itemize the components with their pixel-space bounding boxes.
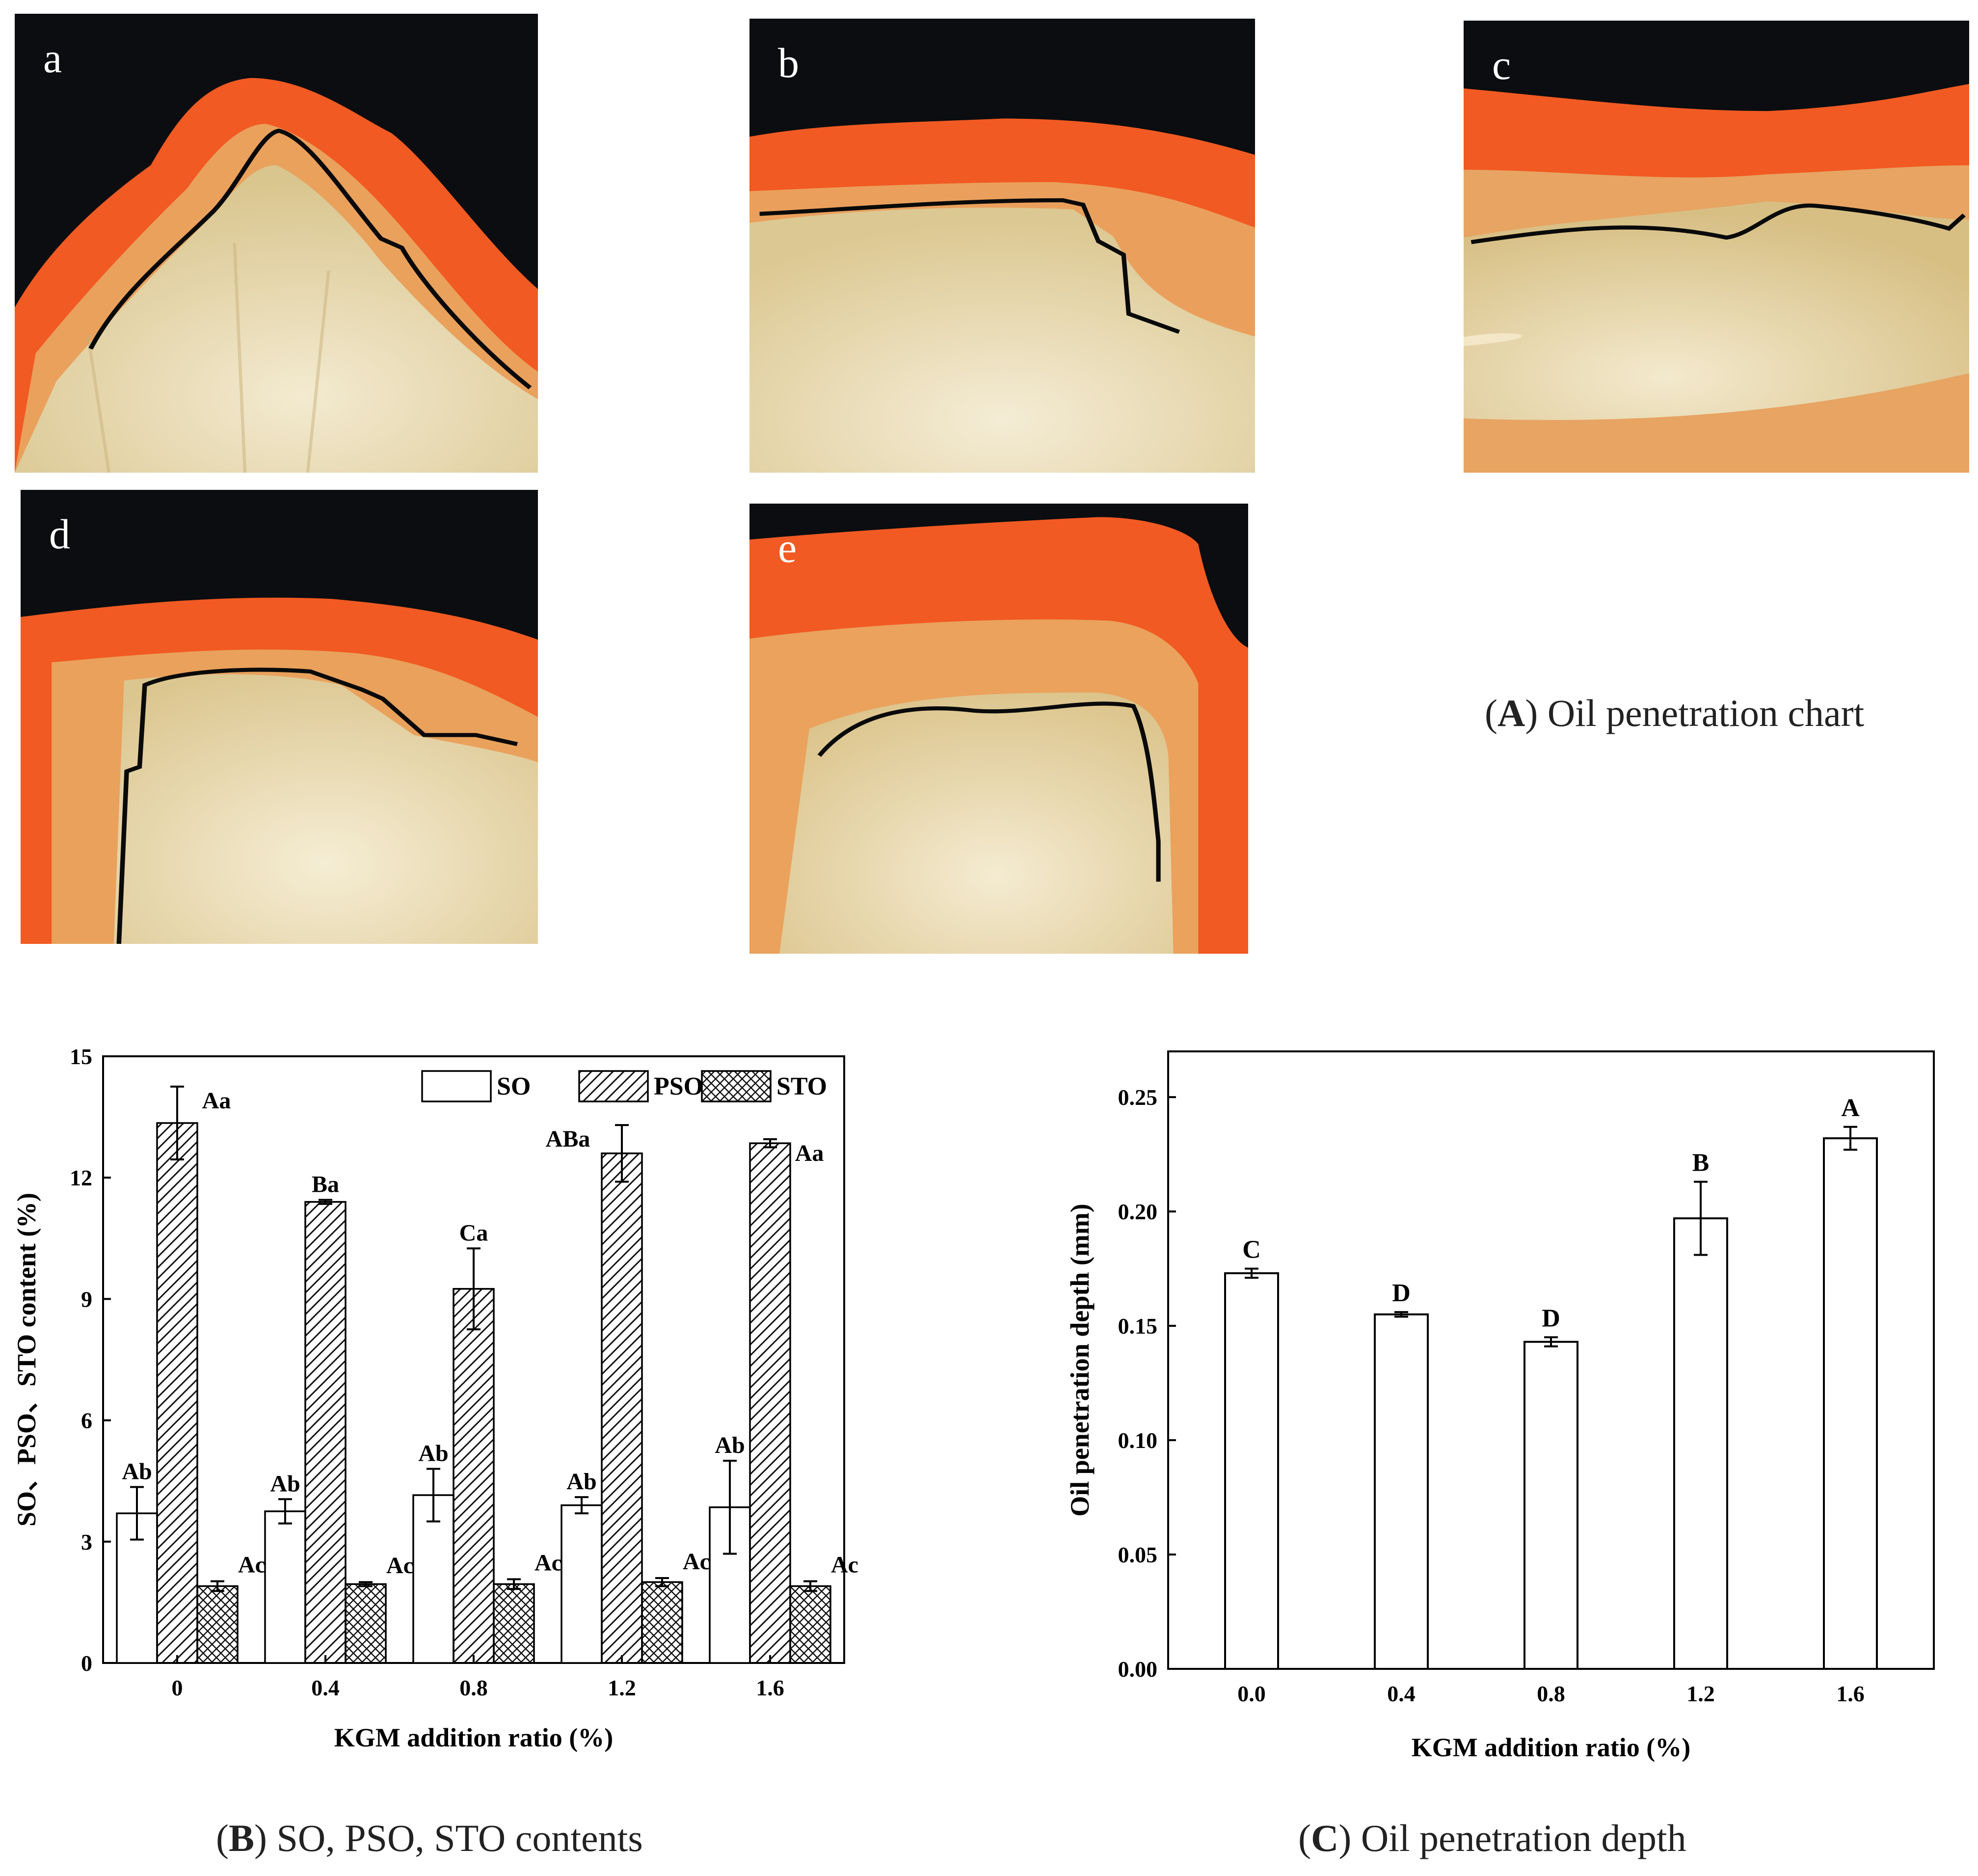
x-tick-label: 1.2 bbox=[1686, 1681, 1715, 1706]
photo-panel-c: c bbox=[1464, 21, 1969, 473]
x-tick-label: 1.2 bbox=[608, 1675, 636, 1700]
bar-pso bbox=[749, 1142, 791, 1664]
y-tick-label: 0 bbox=[81, 1651, 92, 1676]
significance-label: Ba bbox=[312, 1172, 339, 1198]
legend-label-so: SO bbox=[497, 1072, 531, 1100]
x-tick-label: 0.8 bbox=[1537, 1681, 1565, 1706]
significance-label: B bbox=[1692, 1149, 1710, 1177]
significance-label: Ca bbox=[459, 1220, 488, 1246]
x-tick-label: 0.4 bbox=[1387, 1681, 1416, 1706]
y-tick-label: 3 bbox=[81, 1529, 92, 1554]
significance-label: D bbox=[1542, 1304, 1560, 1332]
panel-letter-e: e bbox=[778, 524, 797, 571]
caption-a: (A) Oil penetration chart bbox=[1485, 692, 1865, 734]
y-axis-label: Oil penetration depth (mm) bbox=[1065, 1204, 1095, 1516]
photo-panel-a: a bbox=[15, 14, 538, 473]
oil-penetration-depth-chart: 0.00 0.05 0.10 0.15 0.20 0.25 0.0 C 0.4 D 0.8 D 1.2 B… bbox=[1065, 1050, 1935, 1762]
bar bbox=[1224, 1272, 1279, 1670]
panel-letter-d: d bbox=[49, 510, 70, 558]
y-tick-label: 6 bbox=[81, 1408, 92, 1433]
bar-so bbox=[412, 1494, 454, 1664]
x-tick-label: 0.0 bbox=[1237, 1681, 1266, 1706]
legend-label-sto: STO bbox=[776, 1072, 827, 1100]
significance-label: Ab bbox=[566, 1469, 596, 1495]
cross-section-image bbox=[15, 14, 538, 473]
x-axis-label: KGM addition ratio (%) bbox=[334, 1723, 613, 1752]
caption-letter: A bbox=[1497, 692, 1525, 734]
caption-c: (C) Oil penetration depth bbox=[1298, 1817, 1686, 1859]
cross-section-image bbox=[749, 19, 1255, 473]
photo-panel-e: e bbox=[749, 504, 1248, 954]
significance-label: Ab bbox=[715, 1432, 745, 1458]
y-tick-label: 0.10 bbox=[1118, 1428, 1158, 1453]
caption-letter: B bbox=[228, 1817, 255, 1859]
bar-sto bbox=[196, 1585, 239, 1664]
panel-letter-b: b bbox=[778, 39, 799, 86]
legend-swatch-so bbox=[421, 1070, 492, 1102]
caption-text: Oil penetration chart bbox=[1538, 692, 1865, 734]
bar-so bbox=[561, 1504, 603, 1664]
bar bbox=[1524, 1340, 1578, 1670]
bar-pso bbox=[601, 1152, 643, 1664]
significance-label: Ac bbox=[831, 1552, 858, 1578]
significance-label: Ac bbox=[386, 1553, 414, 1579]
y-axis-label: SO、PSO、STO content (%) bbox=[12, 1193, 41, 1527]
caption-text: SO, PSO, STO contents bbox=[267, 1817, 643, 1859]
y-tick-label: 0.05 bbox=[1118, 1542, 1158, 1567]
bar-sto bbox=[493, 1583, 535, 1664]
photo-panel-b: b bbox=[749, 19, 1255, 473]
y-tick-label: 0.25 bbox=[1118, 1085, 1158, 1110]
so-pso-sto-chart: 0 3 6 9 12 15 0 Ab Aa Ac 0.4 Ab Ba Ac 0.8 Ab Ca Ac 1.2 Ab AB… bbox=[12, 1044, 858, 1752]
bar bbox=[1673, 1217, 1728, 1670]
bar bbox=[1374, 1313, 1429, 1670]
x-axis-label: KGM addition ratio (%) bbox=[1412, 1733, 1690, 1762]
bar-sto bbox=[789, 1585, 831, 1664]
y-tick-label: 15 bbox=[70, 1044, 92, 1069]
bar-so bbox=[264, 1510, 306, 1664]
legend-swatch-pso bbox=[578, 1070, 649, 1102]
x-tick-label: 1.6 bbox=[756, 1675, 784, 1700]
significance-label: A bbox=[1841, 1094, 1860, 1122]
y-tick-label: 0.20 bbox=[1118, 1199, 1158, 1224]
significance-label: Ac bbox=[683, 1549, 710, 1575]
significance-label: Ac bbox=[238, 1552, 266, 1578]
legend-swatch-sto bbox=[701, 1070, 772, 1102]
caption-text: Oil penetration depth bbox=[1351, 1817, 1686, 1859]
y-tick-label: 12 bbox=[70, 1165, 92, 1190]
x-tick-label: 0 bbox=[172, 1675, 183, 1700]
bar-sto bbox=[345, 1583, 387, 1664]
significance-label: Ab bbox=[418, 1440, 448, 1466]
panel-letter-a: a bbox=[43, 34, 62, 81]
x-tick-label: 0.4 bbox=[311, 1675, 340, 1700]
significance-label: D bbox=[1392, 1279, 1411, 1307]
significance-label: Ac bbox=[535, 1550, 562, 1576]
bar-pso bbox=[156, 1122, 198, 1664]
bar-pso bbox=[453, 1288, 495, 1664]
significance-label: C bbox=[1242, 1236, 1261, 1264]
cross-section-image bbox=[21, 490, 538, 944]
x-tick-label: 0.8 bbox=[459, 1675, 488, 1700]
y-tick-label: 0.00 bbox=[1118, 1657, 1158, 1682]
caption-b: (B) SO, PSO, STO contents bbox=[216, 1817, 643, 1859]
legend-label-pso: PSO bbox=[654, 1072, 703, 1100]
bar bbox=[1823, 1137, 1878, 1670]
bar-pso bbox=[304, 1201, 347, 1664]
significance-label: Aa bbox=[202, 1088, 231, 1114]
significance-label: Ab bbox=[122, 1459, 152, 1485]
x-tick-label: 1.6 bbox=[1836, 1681, 1865, 1706]
panel-letter-c: c bbox=[1492, 41, 1511, 88]
cross-section-image bbox=[1464, 21, 1969, 473]
photo-panel-d: d bbox=[21, 490, 538, 944]
cross-section-image bbox=[749, 504, 1248, 954]
significance-label: Aa bbox=[795, 1140, 824, 1166]
y-tick-label: 9 bbox=[81, 1286, 92, 1312]
caption-letter: C bbox=[1310, 1817, 1339, 1859]
significance-label: ABa bbox=[546, 1126, 590, 1152]
bar-sto bbox=[641, 1581, 683, 1664]
significance-label: Ab bbox=[270, 1471, 300, 1497]
y-tick-label: 0.15 bbox=[1118, 1313, 1158, 1339]
